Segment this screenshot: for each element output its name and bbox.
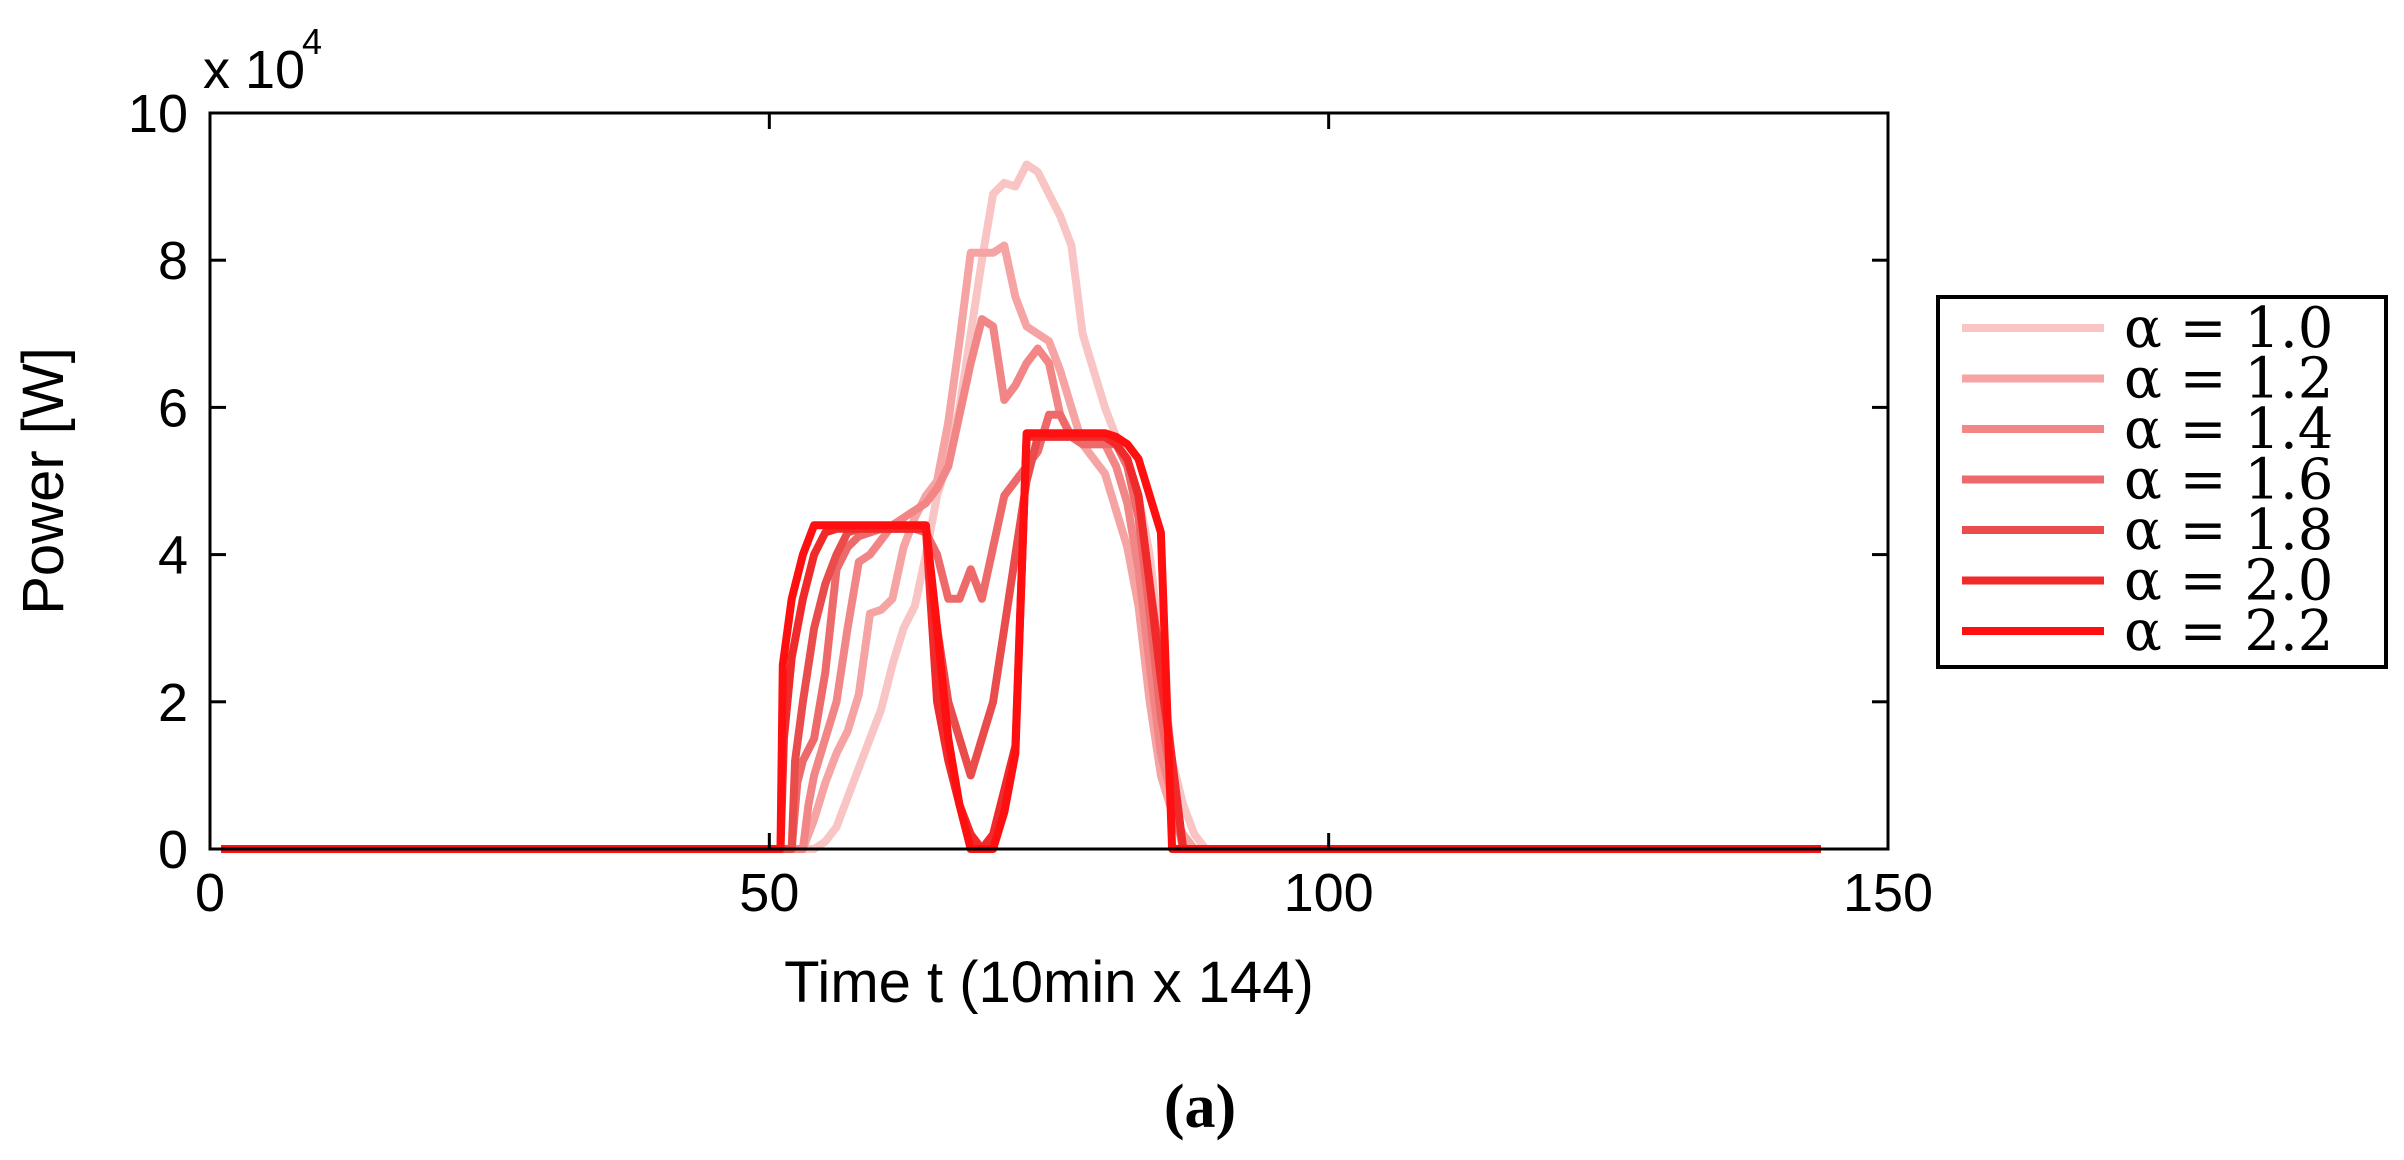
- legend: α = 1.0α = 1.2α = 1.4α = 1.6α = 1.8α = 2…: [1936, 295, 2388, 669]
- y-multiplier-exponent: 4: [302, 21, 322, 62]
- legend-label-3: α = 1.6: [2124, 448, 2333, 513]
- y-tick-label: 8: [158, 231, 188, 291]
- series-line-6: [221, 429, 1821, 853]
- legend-label-2: α = 1.4: [2124, 397, 2333, 462]
- legend-label-4: α = 1.8: [2124, 498, 2333, 563]
- series-line-5: [221, 432, 1821, 853]
- y-multiplier-label: x 10: [203, 40, 305, 100]
- y-axis-label: Power [W]: [11, 347, 76, 615]
- x-axis-label: Time t (10min x 144): [784, 950, 1314, 1015]
- series-lines: [221, 160, 1821, 853]
- series-line-2: [221, 315, 1821, 853]
- y-tick-label: 0: [158, 820, 188, 880]
- y-tick-label: 10: [128, 84, 188, 144]
- series-line-1: [221, 241, 1821, 853]
- legend-label-1: α = 1.2: [2124, 347, 2333, 412]
- y-tick-label: 2: [158, 673, 188, 733]
- x-tick-label: 100: [1284, 863, 1374, 923]
- x-tick-label: 50: [739, 863, 799, 923]
- axis-ticks: 0 50 100 150 0 2 4 6 8 10: [128, 84, 1933, 923]
- legend-label-5: α = 2.0: [2124, 549, 2333, 614]
- y-tick-label: 4: [158, 526, 188, 586]
- plot-area-frame: [208, 111, 1890, 851]
- y-tick-label: 6: [158, 378, 188, 438]
- figure-caption: (a): [1164, 1073, 1236, 1141]
- legend-label-6: α = 2.2: [2124, 599, 2333, 664]
- x-tick-label: 150: [1843, 863, 1933, 923]
- x-tick-label: 0: [195, 863, 225, 923]
- legend-label-0: α = 1.0: [2124, 296, 2333, 361]
